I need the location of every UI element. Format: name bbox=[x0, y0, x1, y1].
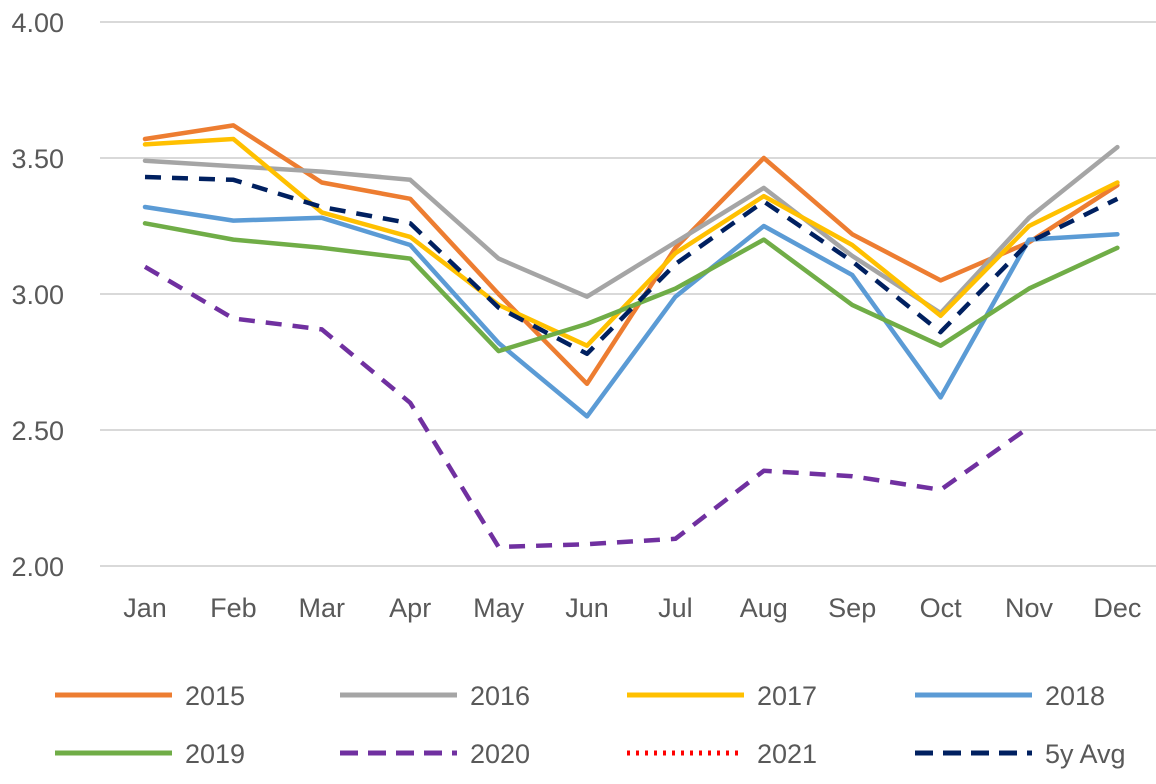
series-line-2019 bbox=[142, 221, 1120, 354]
legend-label-2017: 2017 bbox=[757, 681, 817, 711]
plot-series bbox=[142, 123, 1120, 550]
y-tick-label: 4.00 bbox=[11, 8, 64, 38]
x-tick-label: Feb bbox=[210, 593, 257, 623]
legend-label-2015: 2015 bbox=[185, 681, 245, 711]
x-tick-label: Apr bbox=[389, 593, 431, 623]
series-line-2018 bbox=[142, 204, 1120, 419]
legend: 2015 2016 2017 2018 2019 2020 2021 5y Avg bbox=[55, 681, 1126, 769]
legend-label-2019: 2019 bbox=[185, 739, 245, 769]
series-line-2016 bbox=[142, 144, 1120, 316]
legend-label-2016: 2016 bbox=[470, 681, 530, 711]
legend-label-2020: 2020 bbox=[470, 739, 530, 769]
x-tick-label: Oct bbox=[920, 593, 963, 623]
x-tick-label: Sep bbox=[828, 593, 876, 623]
x-tick-label: Jun bbox=[565, 593, 609, 623]
series-line-2020 bbox=[143, 264, 1031, 550]
series-line-5y-avg bbox=[144, 174, 1119, 357]
legend-label-2018: 2018 bbox=[1045, 681, 1105, 711]
y-tick-label: 2.00 bbox=[11, 552, 64, 582]
legend-label-2021: 2021 bbox=[757, 739, 817, 769]
x-tick-label: Aug bbox=[740, 593, 788, 623]
x-tick-label: Mar bbox=[299, 593, 346, 623]
series-line-2015 bbox=[142, 123, 1120, 387]
y-tick-label: 3.00 bbox=[11, 280, 64, 310]
x-tick-label: Jan bbox=[123, 593, 167, 623]
gridlines bbox=[100, 21, 1156, 567]
x-axis: Jan Feb Mar Apr May Jun Jul Aug Sep Oct Nov Dec bbox=[123, 593, 1141, 623]
legend-label-5y-avg: 5y Avg bbox=[1045, 739, 1126, 769]
x-tick-label: Nov bbox=[1005, 593, 1054, 623]
y-tick-label: 3.50 bbox=[11, 144, 64, 174]
y-axis: 2.00 2.50 3.00 3.50 4.00 bbox=[11, 8, 64, 582]
x-tick-label: May bbox=[473, 593, 525, 623]
x-tick-label: Jul bbox=[658, 593, 693, 623]
x-tick-label: Dec bbox=[1093, 593, 1141, 623]
y-tick-label: 2.50 bbox=[11, 416, 64, 446]
